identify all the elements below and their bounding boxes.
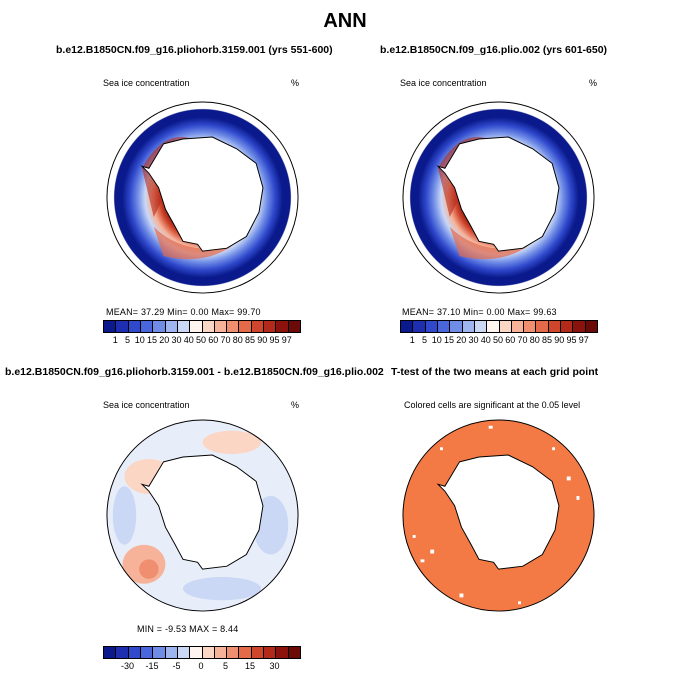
cb2-tick: 30 xyxy=(468,335,479,345)
cb1-tick: 40 xyxy=(183,335,194,345)
panel2-variable: Sea ice concentration xyxy=(400,78,487,88)
panel3-units: % xyxy=(291,400,300,410)
cb2-tick: 50 xyxy=(492,335,504,345)
cb2-tick: 1 xyxy=(409,335,415,345)
cb1-tick: 80 xyxy=(232,335,243,345)
cb1-tick: 5 xyxy=(124,335,131,345)
panel2-colorbar-labels: 1 5 10 15 20 30 40 50 60 70 80 85 90 95 … xyxy=(400,335,596,347)
cb2-tick: 15 xyxy=(443,335,455,345)
panel3-stats: MIN = -9.53 MAX = 8.44 xyxy=(137,624,239,634)
cb1-tick: 70 xyxy=(220,335,231,345)
panel1-stats: MEAN= 37.29 Min= 0.00 Max= 99.70 xyxy=(106,307,261,317)
figure-title: ANN xyxy=(323,10,367,32)
cb1-tick: 97 xyxy=(281,335,292,345)
panel1-map xyxy=(106,101,299,294)
cb1-tick: 10 xyxy=(134,335,145,345)
cb2-tick: 5 xyxy=(421,335,428,345)
cb3-tick: -5 xyxy=(172,661,181,671)
panel2-stats: MEAN= 37.10 Min= 0.00 Max= 99.63 xyxy=(402,307,557,317)
cb3-tick: -15 xyxy=(145,661,159,671)
cb2-tick: 85 xyxy=(541,335,553,345)
cb3-tick: 15 xyxy=(244,661,256,671)
cb2-tick: 20 xyxy=(456,335,467,345)
panel1-colorbar-labels: 1 5 10 15 20 30 40 50 60 70 80 85 90 95 … xyxy=(103,335,299,347)
cb1-tick: 90 xyxy=(257,335,268,345)
cb2-tick: 90 xyxy=(554,335,565,345)
panel1-variable: Sea ice concentration xyxy=(103,78,190,88)
panel1-units: % xyxy=(291,78,300,88)
cb1-tick: 20 xyxy=(159,335,170,345)
antarctica-outline xyxy=(140,136,264,252)
panel4-subtitle: Colored cells are significant at the 0.0… xyxy=(404,400,581,410)
cb2-tick: 95 xyxy=(566,335,577,345)
panel3-colorbar xyxy=(103,646,301,659)
antarctica-outline xyxy=(140,454,264,570)
cb1-tick: 30 xyxy=(171,335,182,345)
panel3-map xyxy=(106,419,299,612)
panel3-variable: Sea ice concentration xyxy=(103,400,190,410)
panel1-title: b.e12.B1850CN.f09_g16.pliohorb.3159.001 … xyxy=(56,44,333,56)
cb1-tick: 15 xyxy=(146,335,158,345)
cb2-tick: 60 xyxy=(505,335,516,345)
cb2-tick: 70 xyxy=(517,335,528,345)
cb2-tick: 10 xyxy=(431,335,442,345)
cb2-tick: 97 xyxy=(578,335,589,345)
cb3-tick: 5 xyxy=(222,661,229,671)
panel2-colorbar xyxy=(400,320,598,333)
cb3-tick: -30 xyxy=(120,661,135,671)
cb3-tick: 30 xyxy=(269,661,280,671)
cb1-tick: 60 xyxy=(208,335,219,345)
panel4-title: T-test of the two means at each grid poi… xyxy=(391,366,599,378)
panel2-title: b.e12.B1850CN.f09_g16.plio.002 (yrs 601-… xyxy=(380,44,608,56)
cb2-tick: 80 xyxy=(529,335,540,345)
antarctica-outline xyxy=(436,454,560,570)
cb3-tick: 0 xyxy=(198,661,204,671)
panel3-colorbar-labels: -30 -15 -5 0 5 15 30 xyxy=(103,661,299,673)
panel4-map xyxy=(402,419,595,612)
panel2-units: % xyxy=(589,78,598,88)
panel1-colorbar xyxy=(103,320,301,333)
cb2-tick: 40 xyxy=(480,335,491,345)
cb1-tick: 50 xyxy=(195,335,207,345)
panel2-map xyxy=(402,101,595,294)
cb1-tick: 85 xyxy=(244,335,256,345)
panel3-title: b.e12.B1850CN.f09_g16.pliohorb.3159.001 … xyxy=(5,366,384,378)
antarctica-outline xyxy=(436,136,560,252)
cb1-tick: 95 xyxy=(269,335,280,345)
cb1-tick: 1 xyxy=(112,335,118,345)
